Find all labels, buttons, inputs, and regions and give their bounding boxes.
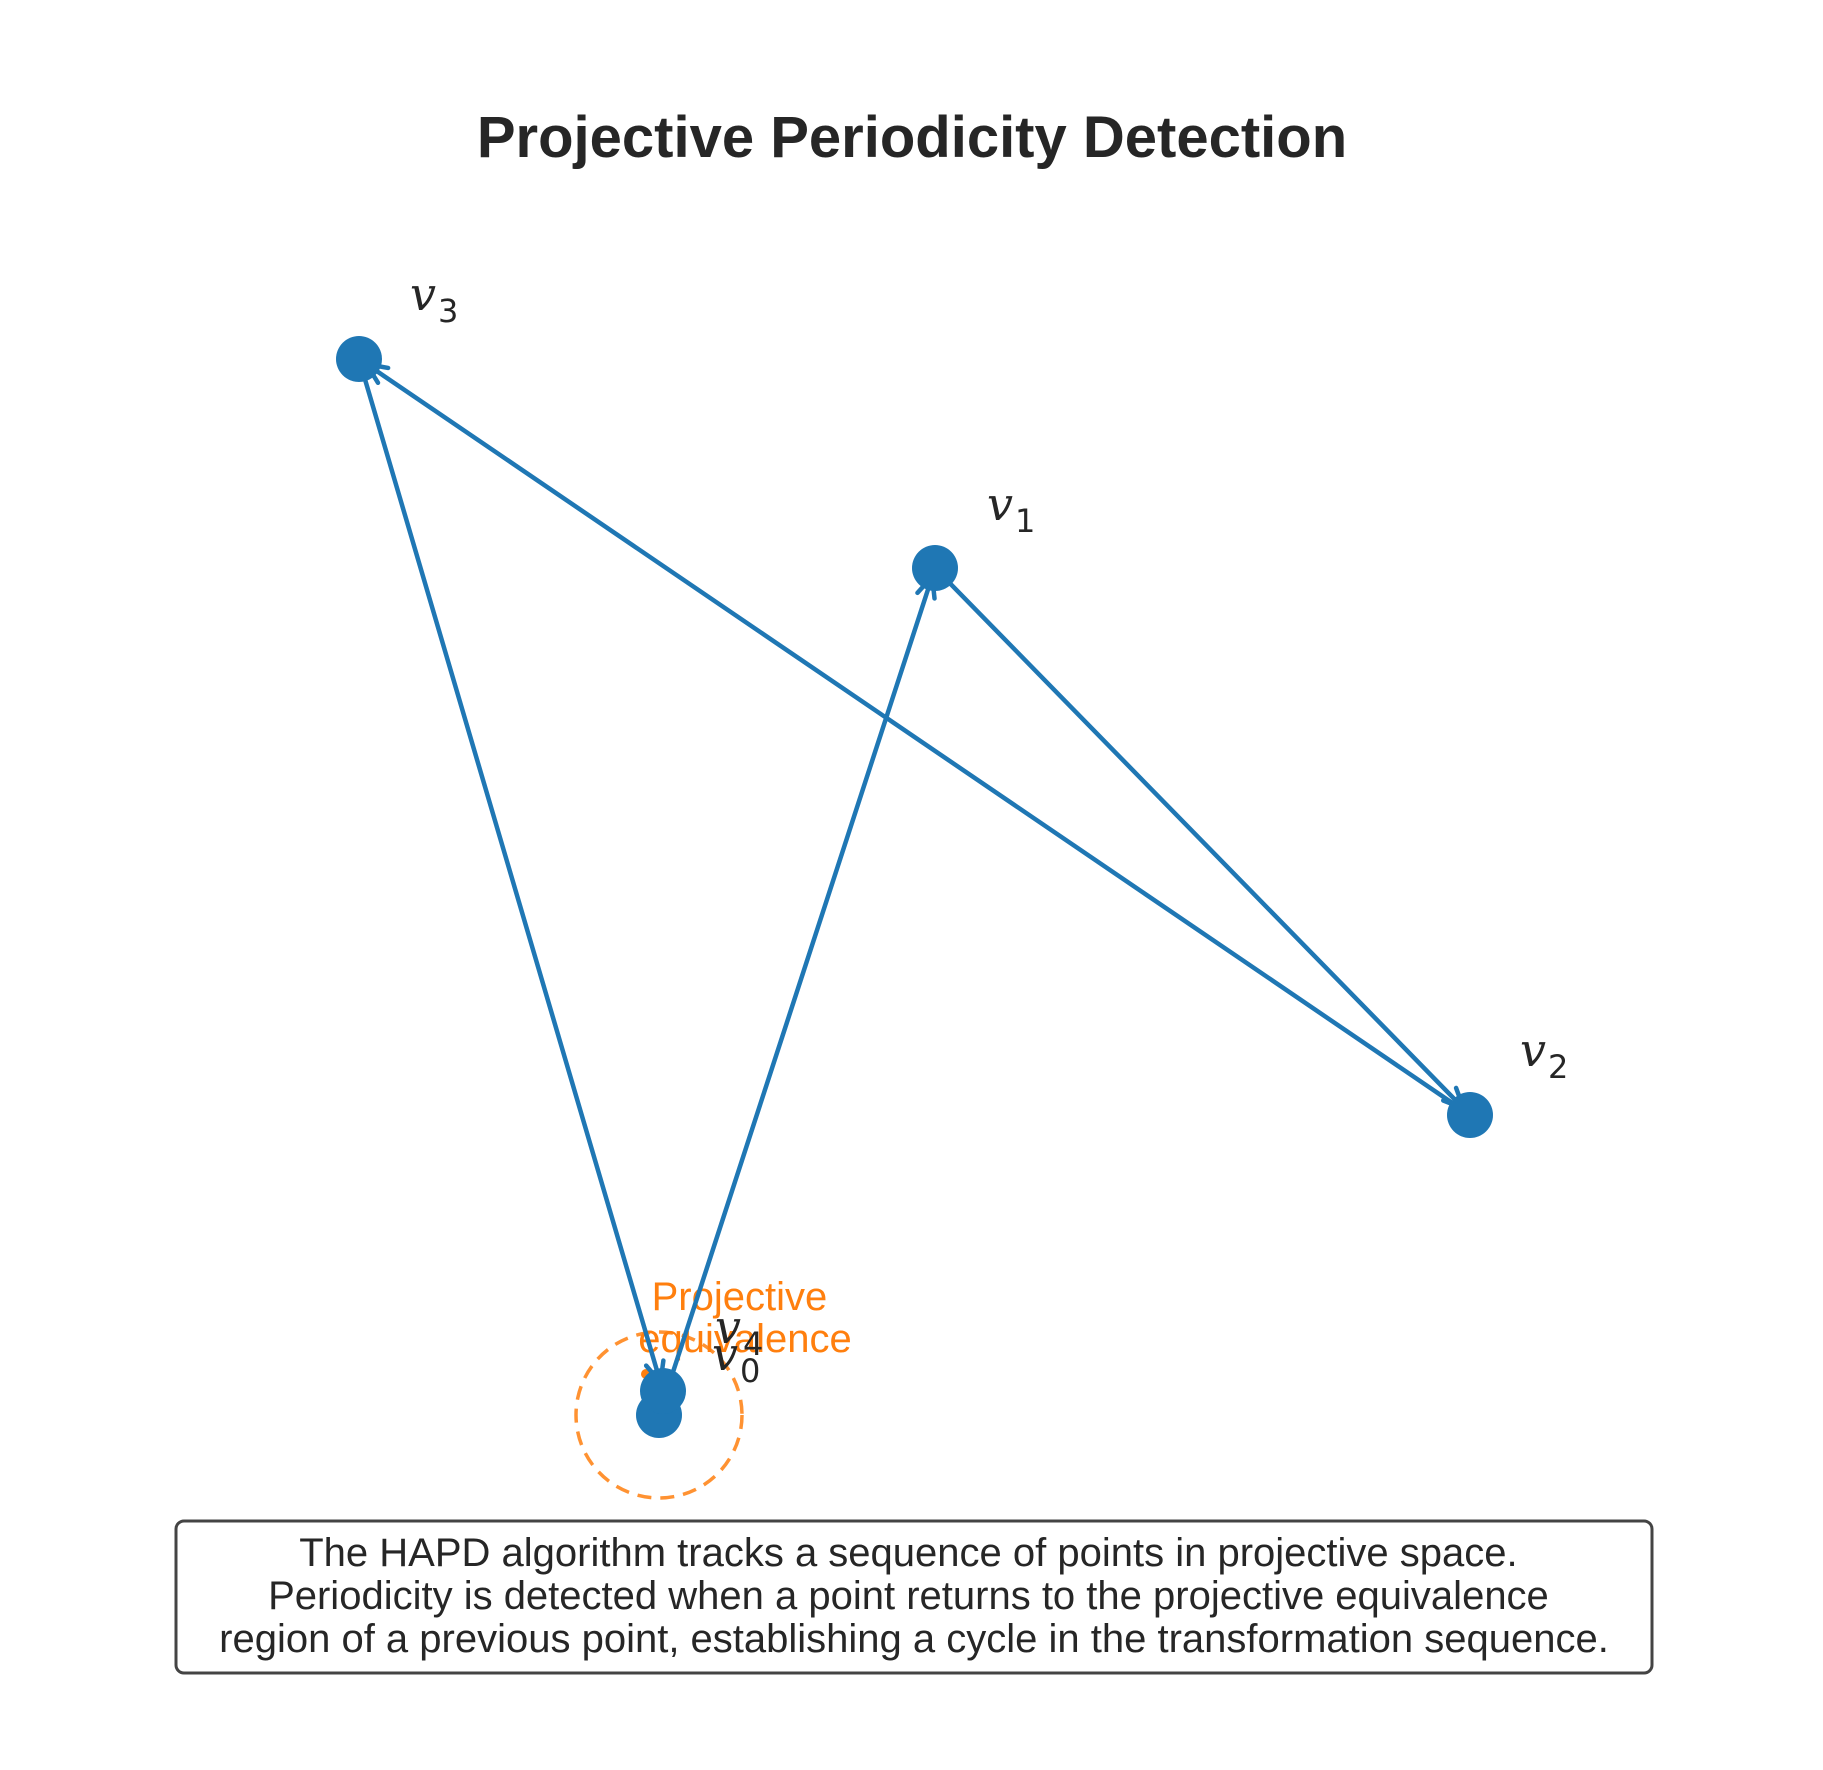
edge-v3-v4 [358, 364, 661, 1383]
caption-line: The HAPD algorithm tracks a sequence of … [299, 1531, 1517, 1575]
caption-line: region of a previous point, establishing… [219, 1617, 1609, 1661]
caption-box [174, 1519, 1654, 1675]
node-labels-layer: v0 v1 v2 v3 v4 [410, 267, 1568, 1390]
node-label-v2: v2 [1520, 1023, 1568, 1086]
node-label-v3: v3 [410, 267, 458, 330]
caption-line: Periodicity is detected when a point ret… [268, 1574, 1549, 1618]
edge-v2-v3 [366, 362, 1467, 1114]
node-v2 [1447, 1092, 1493, 1138]
node-v3 [336, 336, 382, 382]
node-label-v1: v1 [987, 477, 1035, 540]
edge-v0-v1 [658, 577, 932, 1410]
node-v1 [912, 545, 958, 591]
equivalence-region-circle [574, 1330, 744, 1500]
equivalence-region-label: Projective equivalence [638, 1275, 852, 1361]
node-label-v4: v4 [715, 1300, 763, 1363]
nodes-layer [336, 336, 1493, 1438]
equivalence-label-line: equivalence [638, 1317, 852, 1361]
edges-layer [358, 360, 1468, 1410]
diagram-title: Projective Periodicity Detection [477, 105, 1347, 170]
edge-v1-v2 [937, 570, 1466, 1111]
node-label-v0: v0 [712, 1327, 760, 1390]
equivalence-label-line: Projective [652, 1275, 828, 1319]
node-v4 [640, 1368, 686, 1414]
caption-text: The HAPD algorithm tracks a sequence of … [219, 1531, 1609, 1661]
